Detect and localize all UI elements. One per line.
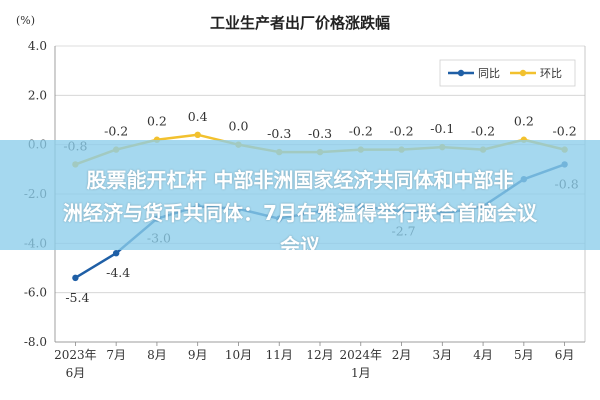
data-label-mom: -0.2 <box>389 124 413 139</box>
headline-line-1: 股票能开杠杆 中部非洲国家经济共同体和中部非 <box>86 168 514 192</box>
headline-line-2: 洲经济与货币共同体：7月在雅温得举行联合首脑会议 <box>63 201 537 225</box>
data-label-mom: 0.4 <box>188 109 208 124</box>
legend-marker <box>519 69 527 77</box>
x-tick-label: 2月 <box>392 348 412 362</box>
data-label-mom: -0.3 <box>308 126 332 141</box>
chart-title: 工业生产者出厂价格涨跌幅 <box>210 14 390 32</box>
legend-label: 环比 <box>540 67 562 80</box>
data-label-mom: -0.2 <box>349 124 373 139</box>
legend-marker <box>457 69 465 77</box>
data-point <box>72 274 79 282</box>
x-tick-label: 11月 <box>266 348 293 362</box>
x-tick-label: 12月 <box>306 348 333 362</box>
data-label-yoy: -5.4 <box>65 290 89 305</box>
data-label-mom: -0.3 <box>267 126 291 141</box>
data-label-mom: 0.2 <box>514 114 534 129</box>
data-point <box>112 250 120 257</box>
data-label-mom: -0.1 <box>430 121 454 136</box>
headline-text: 股票能开杠杆 中部非洲国家经济共同体和中部非 洲经济与货币共同体：7月在雅温得举… <box>0 164 600 250</box>
y-tick-label: -8.0 <box>24 335 47 349</box>
data-label-mom: 0.0 <box>229 119 249 134</box>
data-label-mom: 0.2 <box>147 114 167 129</box>
data-label-yoy: -4.4 <box>106 265 130 280</box>
x-tick-label: 1月 <box>351 366 371 380</box>
data-point <box>194 131 201 138</box>
x-tick-label: 4月 <box>473 348 493 362</box>
y-unit-label: (%) <box>16 14 35 27</box>
data-label-mom: -0.2 <box>104 124 128 139</box>
headline-banner[interactable]: 股票能开杠杆 中部非洲国家经济共同体和中部非 洲经济与货币共同体：7月在雅温得举… <box>0 140 600 250</box>
legend-label: 同比 <box>478 67 500 80</box>
x-tick-label: 9月 <box>188 348 208 362</box>
y-tick-label: 2.0 <box>28 88 47 102</box>
x-tick-label: 6月 <box>66 366 86 380</box>
x-tick-label: 2024年 <box>339 348 382 362</box>
y-tick-label: -6.0 <box>24 286 47 300</box>
x-tick-label: 7月 <box>106 348 126 362</box>
x-tick-label: 10月 <box>225 348 252 362</box>
x-tick-label: 3月 <box>432 348 452 362</box>
legend-box <box>439 59 576 87</box>
data-label-mom: -0.2 <box>471 124 495 139</box>
data-label-mom: -0.2 <box>553 124 577 139</box>
x-tick-label: 2023年 <box>54 348 97 362</box>
x-tick-label: 6月 <box>555 348 575 362</box>
y-tick-label: 4.0 <box>28 39 47 53</box>
x-tick-label: 5月 <box>514 348 534 362</box>
headline-line-3: 会议 <box>280 234 320 250</box>
x-tick-label: 8月 <box>147 348 167 362</box>
